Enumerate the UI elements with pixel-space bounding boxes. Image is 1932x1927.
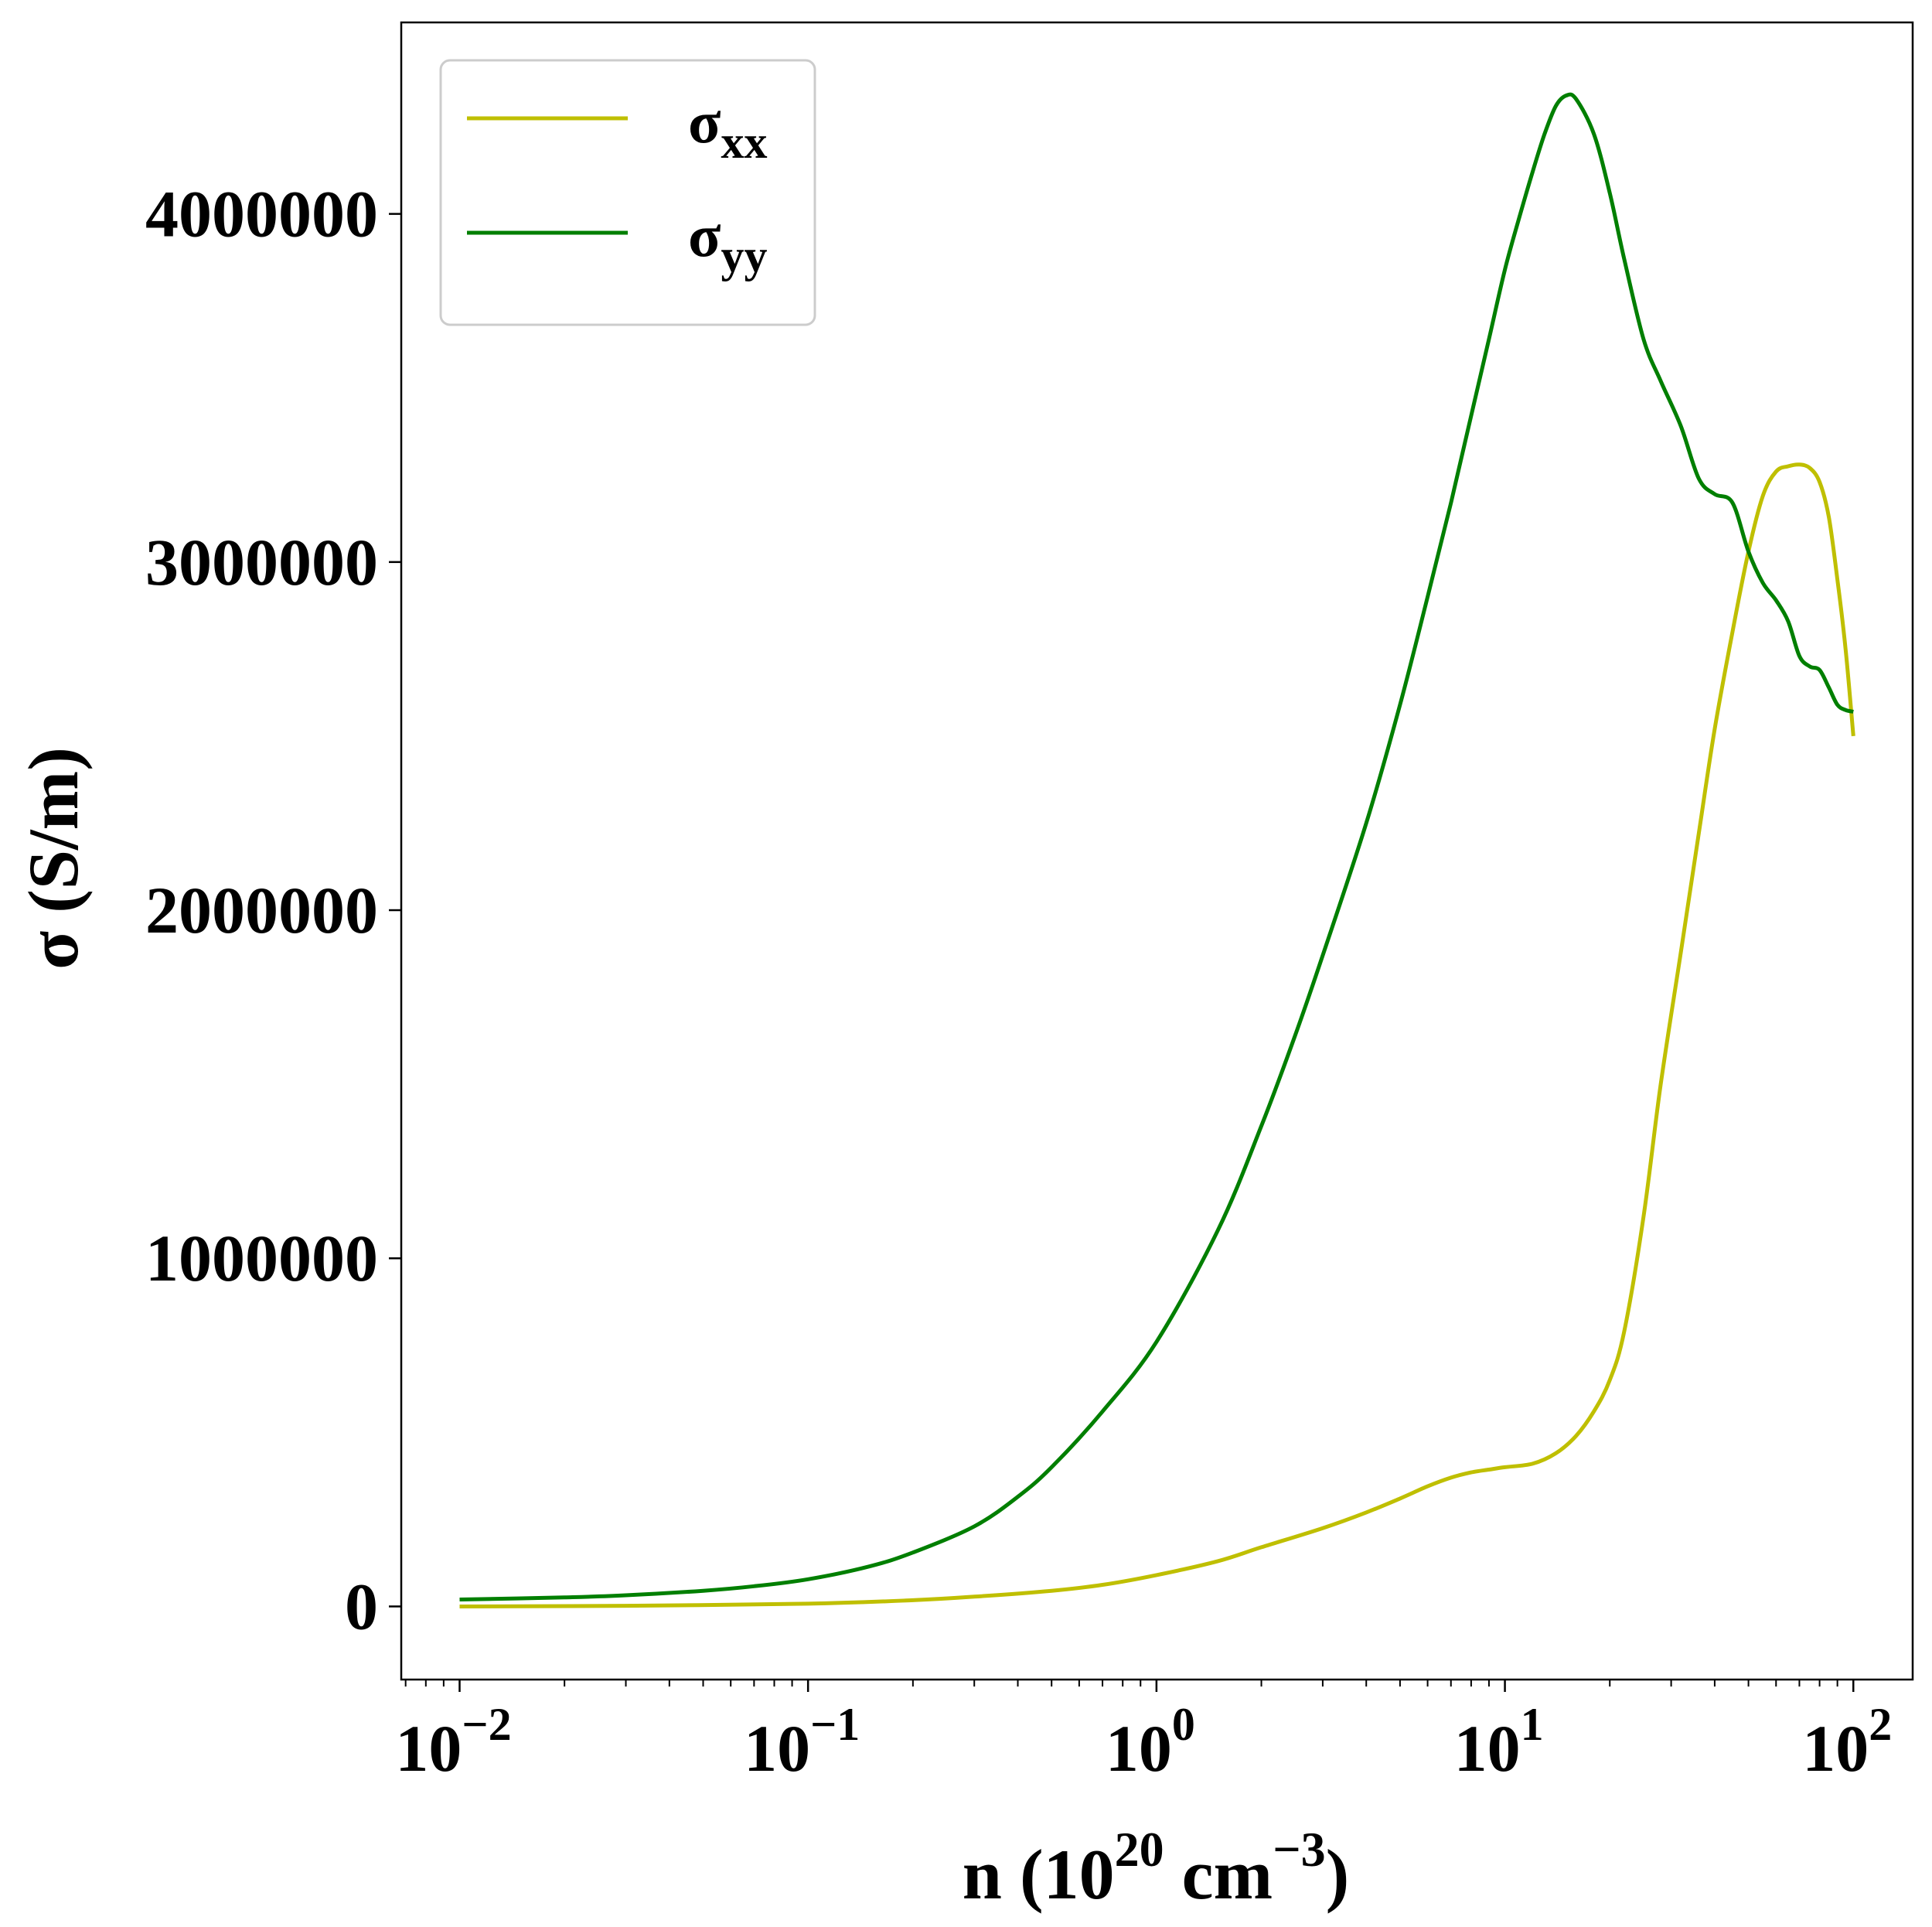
y-tick-label: 4000000 [145, 177, 378, 251]
legend-label-syy: σyy [688, 202, 767, 281]
y-tick-label: 1000000 [145, 1221, 378, 1295]
legend: σxx σyy [439, 59, 816, 326]
x-axis: 10−2 10−1 100 101 102 [395, 1680, 1892, 1785]
legend-label-sxx: σxx [688, 88, 767, 168]
series-layer [459, 92, 1855, 1608]
series-line-syy [459, 92, 1854, 1601]
y-axis: 0 1000000 2000000 3000000 4000000 [145, 177, 401, 1643]
legend-box [439, 59, 816, 326]
y-tick-label: 2000000 [145, 873, 378, 947]
x-tick-label: 102 [1802, 1699, 1892, 1785]
y-tick-label: 0 [345, 1569, 378, 1643]
series-line-sxx [459, 462, 1855, 1608]
x-tick-label: 101 [1454, 1699, 1544, 1785]
x-tick-label: 10−1 [744, 1699, 860, 1785]
x-tick-label: 100 [1106, 1699, 1195, 1785]
x-axis-label: n (1020 cm−3) [963, 1822, 1349, 1914]
x-tick-label: 10−2 [395, 1699, 511, 1785]
y-tick-label: 3000000 [145, 525, 378, 599]
y-axis-label: σ (S/m) [14, 747, 93, 970]
